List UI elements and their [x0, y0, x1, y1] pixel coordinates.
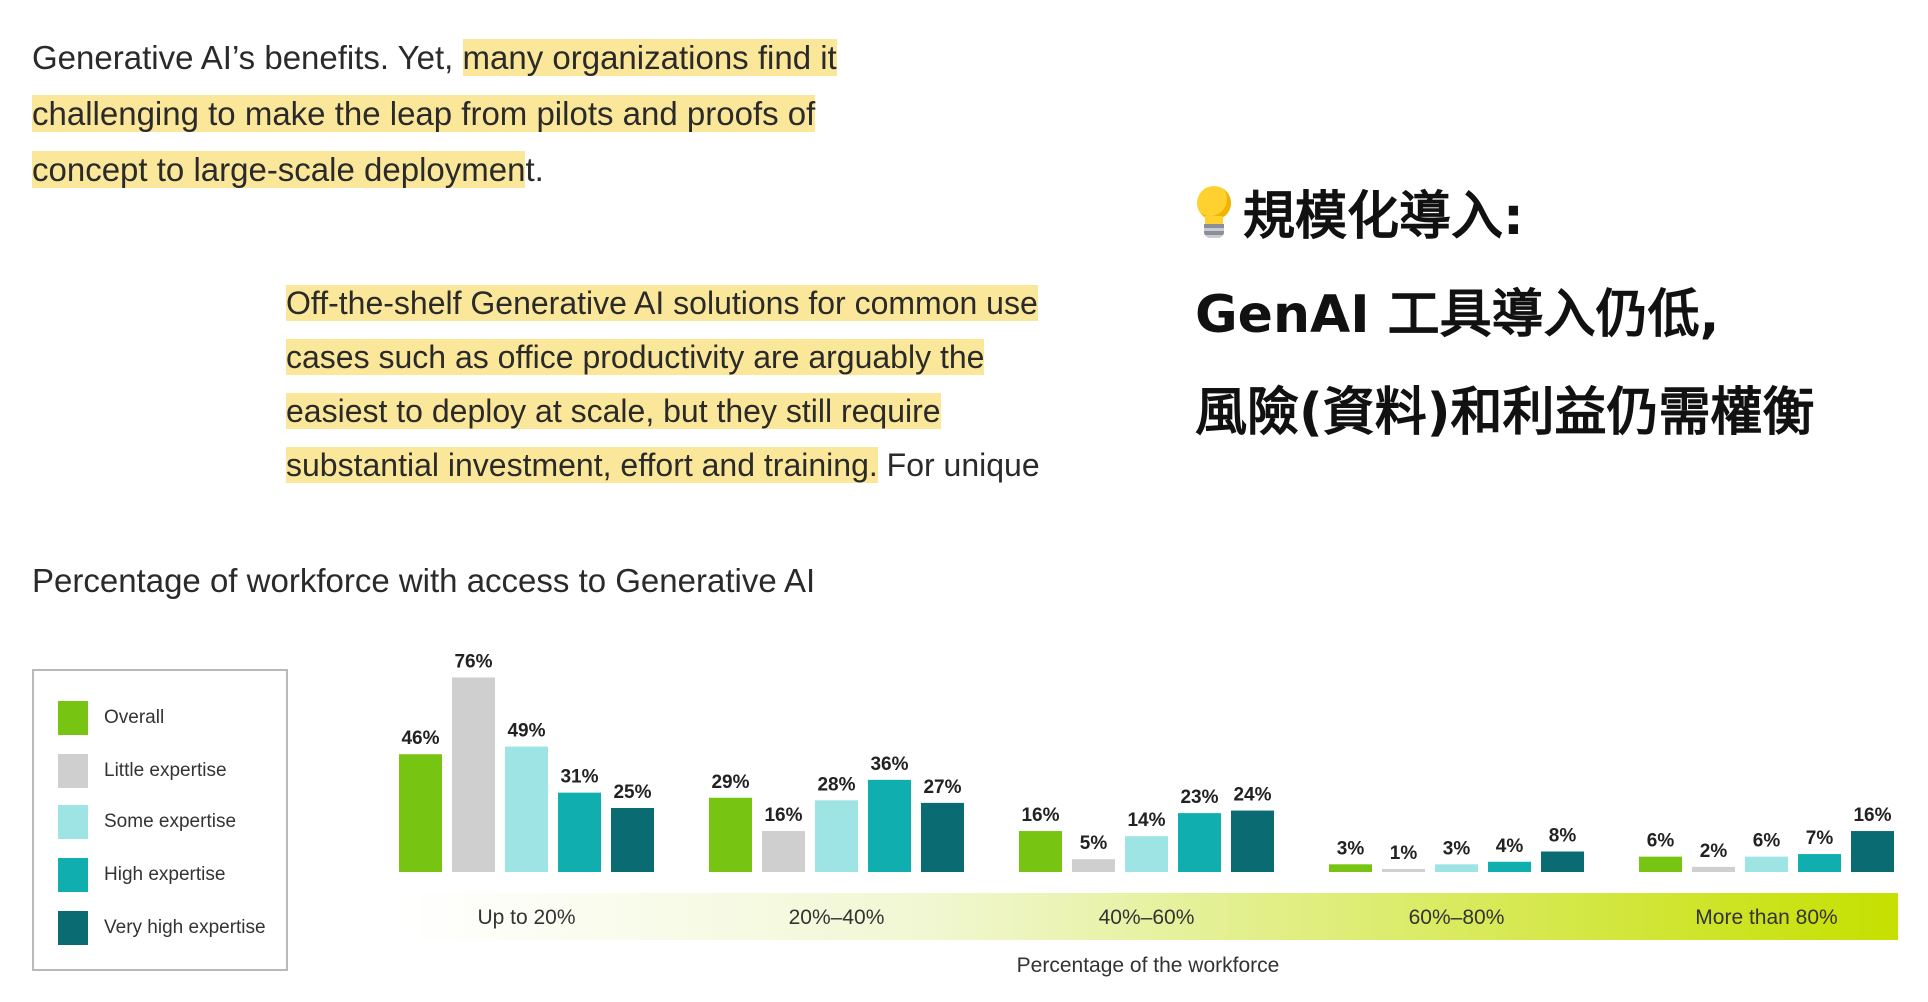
bar-value-label: 27%: [923, 777, 961, 798]
bar-value-label: 8%: [1549, 826, 1577, 847]
bar-high-expertise-2: [1178, 813, 1221, 872]
x-tick-label: 60%–80%: [1409, 906, 1505, 929]
bar-value-label: 3%: [1337, 838, 1365, 859]
legend-swatch: [58, 858, 88, 892]
bar-very-high-expertise-2: [1231, 810, 1274, 872]
bar-value-label: 5%: [1080, 833, 1108, 854]
bar-some-expertise-2: [1125, 836, 1168, 872]
chart-title: Percentage of workforce with access to G…: [32, 562, 816, 599]
bar-high-expertise-3: [1488, 861, 1531, 872]
bar-some-expertise-3: [1435, 864, 1478, 872]
bar-value-label: 24%: [1233, 785, 1271, 806]
legend-swatch: [58, 701, 88, 735]
bar-little-expertise-4: [1692, 866, 1735, 872]
bar-value-label: 31%: [560, 767, 598, 788]
bar-value-label: 7%: [1806, 828, 1834, 849]
x-axis-title: Percentage of the workforce: [1017, 954, 1280, 977]
bar-some-expertise-1: [815, 800, 858, 872]
bar-high-expertise-1: [868, 779, 911, 872]
bar-very-high-expertise-0: [611, 808, 654, 872]
bar-value-label: 36%: [870, 754, 908, 775]
legend-label: High expertise: [104, 864, 226, 885]
callout-line-2: GenAI 工具導入仍低,: [1195, 285, 1720, 345]
bar-value-label: 16%: [1853, 805, 1891, 826]
bar-little-expertise-1: [762, 831, 805, 872]
intro-text-plain: Generative AI’s benefits. Yet,: [32, 39, 463, 76]
bar-value-label: 16%: [764, 805, 802, 826]
chart-legend: Overall Little expertise Some expertise …: [32, 669, 288, 971]
intro-paragraph: Generative AI’s benefits. Yet, many orga…: [32, 30, 852, 198]
x-tick-label: 20%–40%: [789, 906, 885, 929]
bar-value-label: 1%: [1390, 843, 1418, 864]
bar-overall-2: [1019, 831, 1062, 872]
bar-value-label: 76%: [454, 651, 492, 672]
bar-very-high-expertise-4: [1851, 831, 1894, 872]
bar-value-label: 25%: [613, 782, 651, 803]
legend-swatch: [58, 805, 88, 839]
callout-note: 規模化導入: GenAI 工具導入仍低, 風險(資料)和利益仍需權衡: [1195, 168, 1915, 462]
legend-label: Overall: [104, 707, 165, 728]
x-tick-label: 40%–60%: [1099, 906, 1195, 929]
bar-high-expertise-0: [558, 792, 601, 872]
intro-text-end: t.: [525, 151, 544, 188]
bar-value-label: 6%: [1647, 831, 1675, 852]
bar-overall-4: [1639, 856, 1682, 872]
bar-very-high-expertise-1: [921, 802, 964, 872]
bar-value-label: 4%: [1496, 836, 1524, 857]
legend-item-some-expertise: Some expertise: [58, 805, 236, 839]
bar-very-high-expertise-3: [1541, 851, 1584, 872]
bar-value-label: 28%: [817, 774, 855, 795]
bar-value-label: 23%: [1180, 787, 1218, 808]
legend-swatch: [58, 911, 88, 945]
bar-value-label: 6%: [1753, 831, 1781, 852]
bar-value-label: 3%: [1443, 838, 1471, 859]
legend-item-very-high-expertise: Very high expertise: [58, 911, 266, 945]
bar-overall-3: [1329, 864, 1372, 872]
bar-some-expertise-4: [1745, 856, 1788, 872]
legend-item-overall: Overall: [58, 701, 164, 735]
bar-some-expertise-0: [505, 746, 548, 872]
lightbulb-icon: [1195, 186, 1233, 242]
legend-label: Little expertise: [104, 760, 227, 781]
legend-item-high-expertise: High expertise: [58, 858, 225, 892]
bar-value-label: 29%: [711, 772, 749, 793]
bars-group: [399, 677, 1894, 872]
bar-value-label: 16%: [1021, 805, 1059, 826]
labels-group: 46% 76% 49% 31% 25% Up to 20% 29% 16% 28% 36% 27% 2…: [401, 651, 1891, 929]
x-tick-label: More than 80%: [1695, 906, 1837, 929]
bar-overall-1: [709, 797, 752, 872]
bar-little-expertise-0: [452, 677, 495, 872]
bar-value-label: 14%: [1127, 810, 1165, 831]
bar-overall-0: [399, 754, 442, 872]
bar-value-label: 2%: [1700, 841, 1728, 862]
bar-little-expertise-2: [1072, 859, 1115, 872]
quote-paragraph: Off-the-shelf Generative AI solutions fo…: [286, 276, 1086, 498]
legend-item-little-expertise: Little expertise: [58, 754, 227, 788]
legend-label: Some expertise: [104, 811, 237, 832]
legend-label: Very high expertise: [104, 917, 266, 938]
x-tick-label: Up to 20%: [477, 906, 575, 929]
bar-high-expertise-4: [1798, 854, 1841, 872]
legend-swatch: [58, 754, 88, 788]
bar-value-label: 46%: [401, 728, 439, 749]
quote-text-plain: For unique and/or more: [886, 447, 1040, 483]
x-axis-band: [402, 893, 1898, 940]
bar-little-expertise-3: [1382, 869, 1425, 872]
bar-value-label: 49%: [507, 721, 545, 742]
callout-line-1: 規模化導入:: [1195, 168, 1915, 266]
callout-line-3: 風險(資料)和利益仍需權衡: [1195, 383, 1815, 443]
